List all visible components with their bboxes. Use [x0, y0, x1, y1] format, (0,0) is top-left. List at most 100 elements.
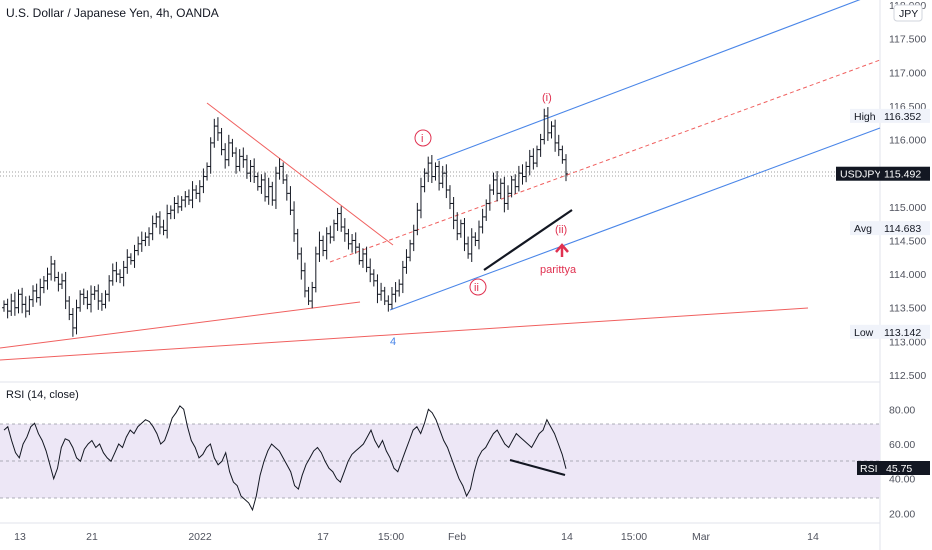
candle [328, 225, 333, 244]
candle [56, 271, 61, 292]
candle [45, 267, 50, 290]
candle [509, 175, 514, 198]
candle [38, 278, 43, 306]
candle [89, 285, 94, 313]
candle [132, 244, 137, 268]
candle [168, 205, 173, 220]
candle [346, 228, 351, 250]
candle [397, 279, 402, 297]
candle [85, 290, 90, 310]
candle [186, 189, 191, 205]
candle [357, 243, 362, 265]
candle [389, 287, 394, 310]
candle [292, 201, 297, 242]
candle [527, 149, 532, 176]
candle [281, 162, 286, 184]
candle [147, 227, 152, 246]
descending-resistance-line[interactable] [206, 102, 394, 246]
currency-badge-box[interactable] [893, 4, 923, 22]
candle [41, 275, 46, 294]
candle [545, 107, 550, 141]
candle [176, 195, 181, 214]
candle [154, 212, 159, 228]
candle [324, 227, 329, 260]
candle [513, 174, 518, 194]
candle [411, 224, 416, 252]
time-tick-label: 17 [317, 531, 329, 543]
price-tag-value-box [880, 166, 930, 181]
candle [466, 236, 471, 259]
momentum-line[interactable] [483, 209, 573, 271]
wave-4-label: 4 [390, 336, 396, 348]
price-tick-label: 114.500 [889, 235, 926, 247]
candle [342, 218, 347, 242]
candle [60, 273, 65, 290]
price-tick-label: 117.000 [889, 67, 926, 79]
price-tick-label: 115.000 [889, 202, 926, 214]
candle [150, 215, 155, 241]
lower-channel-line[interactable] [389, 127, 881, 311]
candle [415, 202, 420, 236]
candle [12, 292, 17, 316]
candle [302, 262, 307, 298]
candle [360, 248, 365, 268]
rsi-tick-label: 80.00 [889, 404, 915, 416]
candle [299, 247, 304, 280]
candle [534, 145, 539, 168]
candle [194, 185, 199, 200]
candle [440, 165, 445, 189]
candle [31, 285, 36, 307]
price-axis[interactable]: 118.000117.500117.000116.500116.000115.5… [889, 0, 926, 382]
candle [248, 159, 253, 183]
candle [74, 299, 79, 335]
wave-paren-ii-label: (ii) [555, 224, 567, 236]
rsi-line [3, 405, 567, 512]
price-tick-label: 116.000 [889, 135, 926, 147]
price-tick-label: 117.500 [889, 34, 926, 46]
candle [502, 176, 507, 213]
candle [114, 261, 119, 283]
candle [393, 282, 398, 303]
candle [226, 134, 231, 167]
candle [9, 293, 14, 316]
rsi-divergence-line[interactable] [509, 458, 566, 477]
candle [255, 172, 260, 191]
time-tick-label: 14 [561, 531, 573, 543]
mid-channel-line[interactable] [329, 59, 881, 263]
candle [92, 286, 97, 300]
wave-ii-label: ii [474, 282, 479, 294]
candle [208, 137, 213, 174]
candle [52, 259, 57, 282]
short-support-line[interactable] [0, 301, 361, 349]
candle [524, 161, 529, 183]
wave-i-label: i [421, 133, 423, 145]
candle [205, 162, 210, 181]
upper-channel-line[interactable] [436, 0, 880, 161]
candle [70, 307, 75, 337]
candle [157, 211, 162, 235]
price-tag-value: 116.352 [884, 111, 921, 123]
rsi-tag-value-box [880, 461, 930, 475]
candle [458, 219, 463, 238]
price-tag-value-box [880, 108, 930, 123]
time-tick-label: 15:00 [378, 531, 404, 543]
candle [234, 147, 239, 174]
candle [339, 206, 344, 232]
rsi-axis[interactable]: 80.00 60.00 40.00 20.00 [889, 404, 915, 520]
time-tick-label: Mar [692, 531, 711, 543]
time-tick-label: 14 [807, 531, 819, 543]
candle [498, 178, 503, 200]
candle [335, 207, 340, 231]
wave-ii-circle [469, 278, 487, 296]
long-support-line[interactable] [0, 307, 809, 361]
candle [121, 260, 126, 287]
candle [516, 165, 521, 192]
candle [564, 154, 568, 182]
candle [128, 253, 133, 265]
price-tick-label: 114.000 [889, 269, 926, 281]
currency-badge[interactable]: JPY [899, 8, 918, 20]
candle [78, 290, 83, 312]
candle [244, 154, 249, 179]
time-axis[interactable]: 13 21 2022 17 15:00 Feb 14 15:00 Mar 14 [14, 531, 819, 543]
